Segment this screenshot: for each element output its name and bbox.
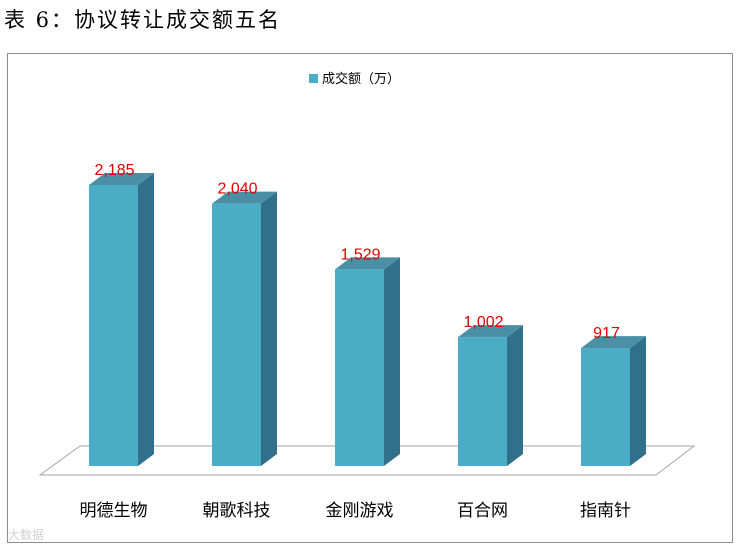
chart-x-tick-labels: 明德生物 朝歌科技 金刚游戏 百合网 指南针 (80, 501, 632, 521)
chart-data-labels: 2,185 2,040 1,529 1,002 917 (94, 162, 619, 342)
bar (212, 191, 277, 467)
bar-top (89, 173, 154, 185)
bar (89, 173, 154, 466)
bar-front (89, 185, 138, 466)
bar-side (384, 257, 400, 466)
bar-front (212, 203, 261, 467)
data-label: 1,529 (340, 246, 380, 263)
bar-side (138, 173, 154, 466)
data-label: 2,185 (94, 162, 134, 179)
bar (335, 257, 400, 466)
data-label: 2,040 (217, 181, 257, 198)
legend-swatch (309, 74, 318, 83)
bar-side (630, 336, 646, 466)
bar-front (335, 269, 384, 466)
bar-top (458, 325, 523, 338)
data-label: 917 (593, 325, 620, 342)
bar-top (335, 257, 400, 270)
bar (458, 325, 523, 466)
data-label: 1,002 (463, 314, 503, 331)
bar-front (458, 337, 507, 466)
x-tick-label: 金刚游戏 (326, 501, 394, 521)
bar (581, 336, 646, 466)
watermark: 大数据 (8, 528, 45, 542)
page-title: 表 6：协议转让成交额五名 (4, 8, 282, 32)
chart-legend: 成交额（万） (309, 71, 400, 87)
x-tick-label: 百合网 (457, 501, 508, 521)
bar-side (507, 325, 523, 466)
x-tick-label: 朝歌科技 (203, 501, 271, 521)
legend-label: 成交额（万） (322, 71, 400, 87)
bar-side (261, 191, 277, 467)
bar-top (212, 191, 277, 204)
bar-front (581, 348, 630, 466)
x-tick-label: 指南针 (580, 501, 631, 521)
x-tick-label: 明德生物 (80, 501, 148, 521)
chart-bars (89, 173, 646, 467)
bar-top (581, 336, 646, 349)
